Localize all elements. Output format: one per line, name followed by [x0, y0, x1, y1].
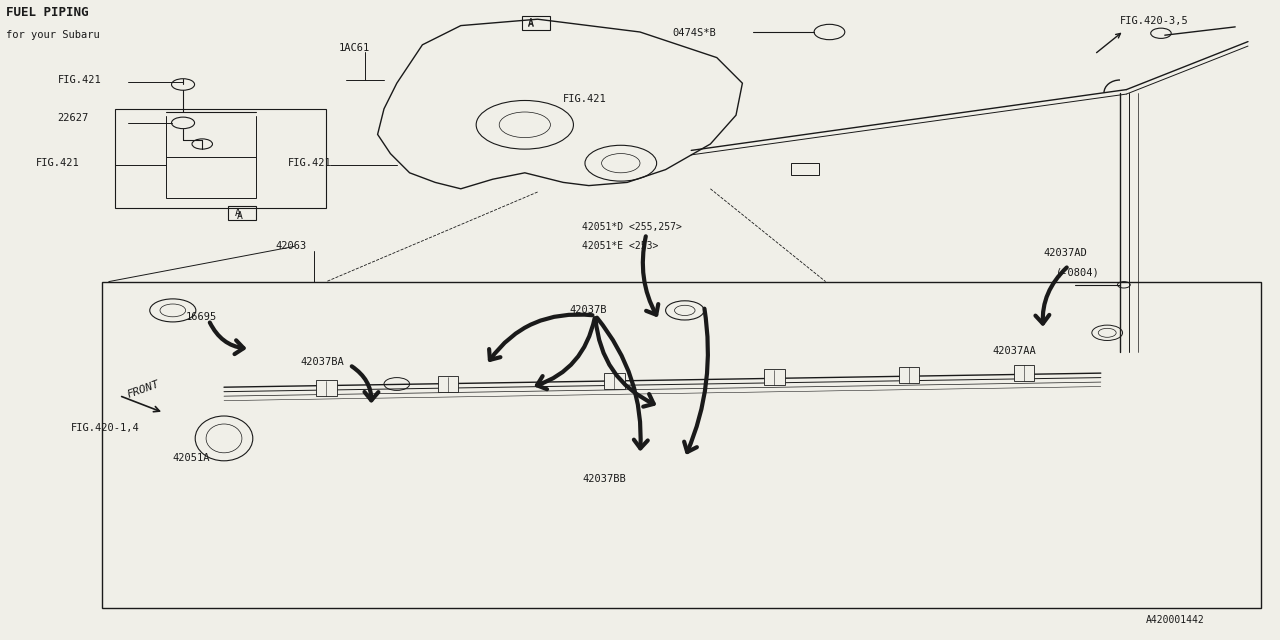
Bar [438, 376, 458, 392]
FancyArrowPatch shape [595, 318, 654, 406]
Bar [115, 109, 326, 208]
Bar [102, 282, 1261, 608]
Text: 42051A: 42051A [173, 452, 210, 463]
Text: FIG.421: FIG.421 [288, 158, 332, 168]
Text: A: A [529, 19, 534, 29]
FancyArrowPatch shape [352, 366, 379, 401]
Text: A: A [237, 211, 242, 221]
FancyArrowPatch shape [210, 323, 243, 354]
FancyArrowPatch shape [1036, 268, 1066, 324]
FancyArrowPatch shape [536, 318, 595, 389]
Bar [791, 163, 819, 175]
Bar [604, 373, 625, 389]
Text: 42051*D <255,257>: 42051*D <255,257> [582, 222, 682, 232]
Text: FIG.420-1,4: FIG.420-1,4 [70, 422, 140, 433]
Text: 0474S*B: 0474S*B [672, 28, 716, 38]
Bar [764, 369, 785, 385]
Text: FIG.421: FIG.421 [563, 94, 607, 104]
Text: (-0804): (-0804) [1056, 267, 1100, 277]
Text: 42037BA: 42037BA [301, 356, 344, 367]
Text: 42037B: 42037B [570, 305, 607, 316]
Bar [522, 16, 550, 30]
Text: FRONT: FRONT [125, 379, 160, 399]
Bar [899, 367, 919, 383]
Text: A420001442: A420001442 [1146, 614, 1204, 625]
Bar [228, 206, 256, 220]
Text: 1AC61: 1AC61 [339, 43, 370, 53]
Text: 42037AA: 42037AA [992, 346, 1036, 356]
Text: 22627: 22627 [58, 113, 88, 124]
Text: for your Subaru: for your Subaru [6, 30, 100, 40]
Text: FIG.421: FIG.421 [36, 158, 79, 168]
Text: 42037BB: 42037BB [582, 474, 626, 484]
Text: 42051*E <253>: 42051*E <253> [582, 241, 659, 252]
Text: FIG.421: FIG.421 [58, 75, 101, 85]
Text: 16695: 16695 [186, 312, 216, 322]
FancyArrowPatch shape [596, 317, 648, 449]
FancyArrowPatch shape [489, 314, 593, 360]
Text: FUEL PIPING: FUEL PIPING [6, 6, 88, 19]
Text: FIG.420-3,5: FIG.420-3,5 [1120, 16, 1189, 26]
Bar [316, 380, 337, 396]
FancyArrowPatch shape [643, 236, 658, 315]
Text: 42037AD: 42037AD [1043, 248, 1087, 258]
Text: A: A [236, 208, 241, 218]
Text: 42063: 42063 [275, 241, 306, 252]
FancyArrowPatch shape [684, 308, 708, 452]
Bar [1014, 365, 1034, 381]
Bar [166, 157, 256, 198]
Text: A: A [529, 18, 534, 28]
